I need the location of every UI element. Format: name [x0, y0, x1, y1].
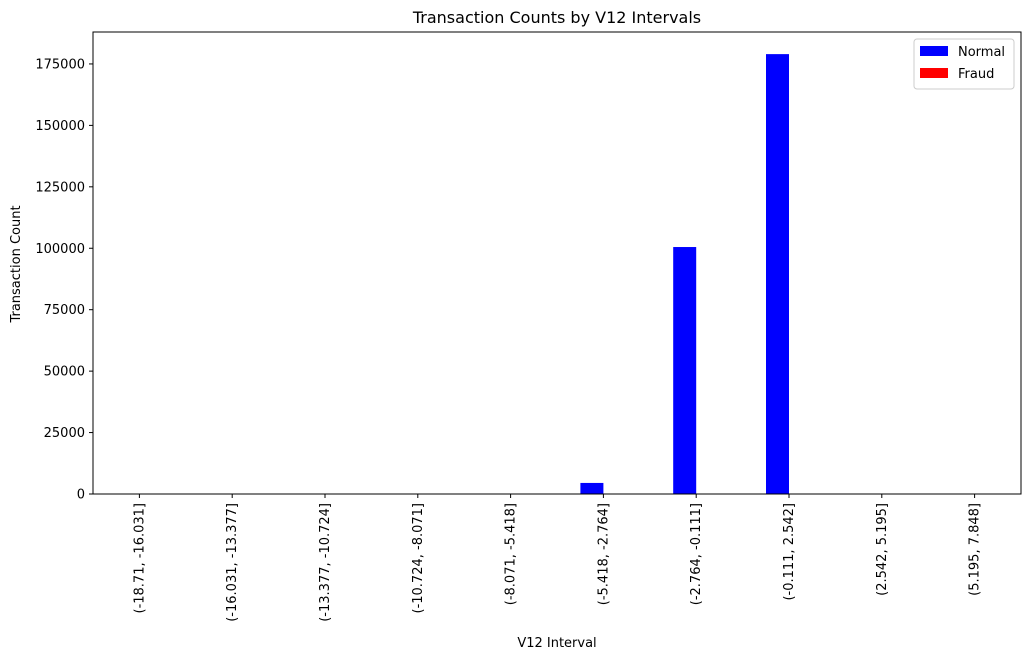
- legend-label-normal: Normal: [958, 45, 1005, 60]
- x-tick-label: (-13.377, -10.724]: [318, 503, 333, 622]
- y-tick-label: 50000: [44, 365, 85, 380]
- bar-normal: [766, 54, 789, 495]
- bar-normal: [673, 247, 697, 494]
- y-tick-label: 0: [77, 488, 85, 503]
- x-tick-label: (-5.418, -2.764]: [596, 503, 611, 605]
- plot-frame: [92, 31, 1022, 495]
- x-tick-label: (-16.031, -13.377]: [225, 503, 240, 622]
- y-tick-label: 25000: [44, 426, 85, 441]
- plot-area: (-18.71, -16.031] (-16.031, -13.377] (-13.…: [35, 31, 1022, 622]
- x-tick-label: (2.542, 5.195]: [875, 503, 890, 596]
- y-axis-label: Transaction Count: [9, 205, 24, 323]
- chart-title: Transaction Counts by V12 Intervals: [412, 8, 701, 27]
- x-tick-label: (-2.764, -0.111]: [689, 503, 704, 605]
- y-tick-label: 100000: [35, 242, 85, 257]
- bar-normal: [580, 482, 604, 494]
- x-tick-label: (5.195, 7.848]: [968, 503, 983, 596]
- x-tick-label: (-8.071, -5.418]: [504, 503, 519, 605]
- x-tick-label: (-0.111, 2.542]: [782, 503, 797, 601]
- y-tick-label: 175000: [35, 57, 85, 72]
- x-tick-label: (-18.71, -16.031]: [132, 503, 147, 614]
- legend-label-fraud: Fraud: [958, 67, 994, 82]
- y-tick-label: 125000: [35, 180, 85, 195]
- legend: Normal Fraud: [913, 38, 1015, 90]
- x-tick-label: (-10.724, -8.071]: [411, 503, 426, 614]
- y-tick-label: 75000: [44, 303, 85, 318]
- x-axis-label: V12 Interval: [517, 636, 596, 651]
- legend-swatch-fraud: [920, 68, 948, 78]
- legend-swatch-normal: [920, 46, 948, 56]
- y-tick-label: 150000: [35, 119, 85, 134]
